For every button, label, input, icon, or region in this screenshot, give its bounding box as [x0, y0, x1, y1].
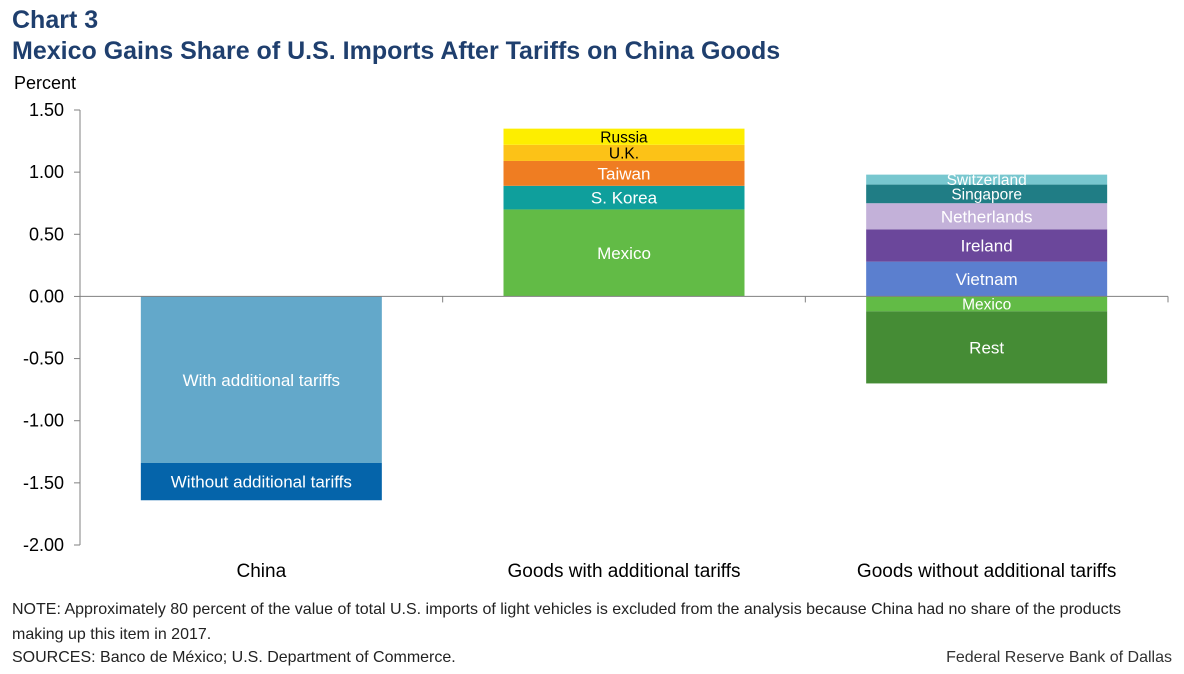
chart-sources: SOURCES: Banco de México; U.S. Departmen…	[12, 649, 456, 666]
y-tick-label: 1.50	[29, 100, 64, 120]
bar-segment-label: Taiwan	[598, 165, 651, 184]
x-category-label: Goods with additional tariffs	[507, 561, 740, 582]
y-axis-unit-label: Percent	[14, 73, 77, 93]
bar-segment	[866, 184, 1108, 204]
bar-segment	[503, 128, 745, 145]
bar-segment	[503, 144, 745, 161]
bar-segment	[866, 229, 1108, 262]
bar-segment-label: Russia	[600, 129, 648, 146]
chart-title: Mexico Gains Share of U.S. Imports After…	[12, 37, 781, 65]
bar-segment	[866, 203, 1108, 230]
bar-segment-label: Netherlands	[941, 207, 1033, 226]
y-tick-label: 0.50	[29, 224, 64, 244]
x-category-label: China	[237, 561, 287, 582]
bar-segment-label: Ireland	[961, 237, 1013, 256]
y-tick-label: -2.00	[23, 535, 64, 555]
bar-segment	[866, 174, 1108, 185]
y-tick-label: 0.00	[29, 286, 64, 306]
chart-note: NOTE: Approximately 80 percent of the va…	[12, 601, 1122, 643]
bar-segment	[503, 185, 745, 210]
bar-segment-label: Mexico	[597, 244, 651, 263]
y-tick-label: 1.00	[29, 162, 64, 182]
bar-segment-label: Rest	[969, 339, 1004, 358]
x-category-label: Goods without additional tariffs	[857, 561, 1116, 582]
bar-segment-label: Mexico	[962, 296, 1011, 313]
bar-segment-label: Vietnam	[956, 270, 1018, 289]
bar-segment	[866, 311, 1108, 384]
bar-segment-label: Without additional tariffs	[171, 473, 352, 492]
bar-segment-label: S. Korea	[591, 189, 658, 208]
chart-credit: Federal Reserve Bank of Dallas	[946, 649, 1172, 666]
bar-segment	[503, 209, 745, 297]
bar-segment-label: Singapore	[951, 186, 1022, 203]
bar-segment	[503, 160, 745, 186]
stacked-bar-chart: 1.50 1.00 0.50 0.00 -0.50 -1.00 -1.50 -2.00 With…	[23, 100, 1169, 582]
bar-segment-label: Switzerland	[947, 172, 1027, 189]
bar-segment	[140, 462, 382, 501]
bar-segment	[866, 296, 1108, 312]
bar-segment	[866, 261, 1108, 297]
y-tick-label: -1.50	[23, 473, 64, 493]
y-tick-label: -1.00	[23, 411, 64, 431]
chart-number: Chart 3	[12, 6, 99, 34]
y-tick-label: -0.50	[23, 349, 64, 369]
bar-segment-label: With additional tariffs	[183, 371, 340, 390]
bar-segment-label: U.K.	[609, 145, 639, 162]
bar-segment	[140, 296, 382, 463]
